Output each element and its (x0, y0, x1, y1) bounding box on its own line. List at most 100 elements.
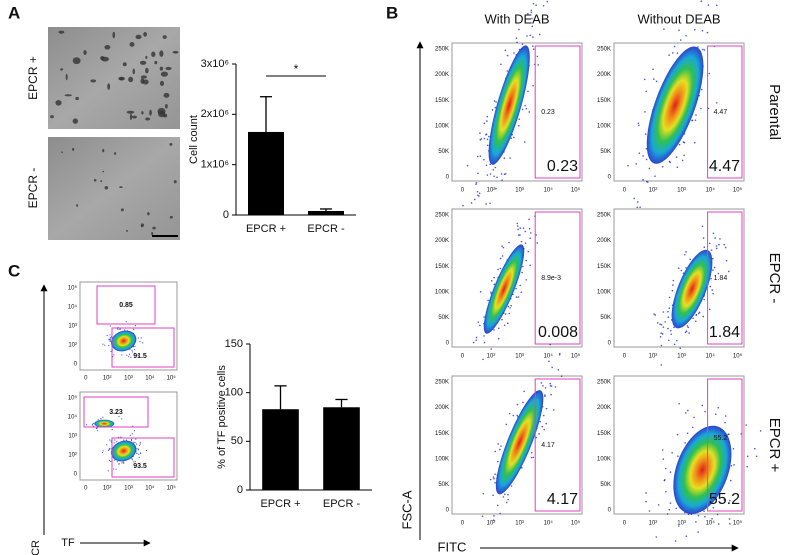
event-dot (131, 349, 133, 351)
event-dot (518, 118, 520, 120)
event-dot (130, 438, 133, 441)
event-dot (493, 515, 495, 517)
event-dot (106, 334, 108, 337)
event-dot (541, 425, 544, 428)
event-dot (134, 325, 137, 327)
event-dot (509, 157, 511, 159)
event-dot (133, 348, 136, 351)
y-tick-label: 100K (597, 289, 611, 295)
event-dot (133, 430, 136, 432)
event-dot (716, 513, 719, 516)
event-dot (108, 447, 110, 450)
event-dot (724, 246, 727, 249)
gate-value: 0.008 (538, 324, 578, 341)
event-dot (662, 311, 665, 313)
event-dot (659, 323, 661, 326)
event-dot (535, 4, 537, 6)
gate-label: 55.2 (714, 435, 728, 442)
event-dot (633, 197, 636, 200)
cell-blob (104, 186, 109, 190)
event-dot (662, 458, 665, 460)
y-tick-label: 3x10⁶ (201, 58, 229, 70)
event-dot (648, 167, 651, 170)
event-dot (503, 173, 506, 176)
event-dot (702, 315, 705, 318)
event-dot (138, 444, 141, 446)
event-dot (508, 412, 511, 415)
event-dot (708, 308, 711, 311)
event-dot (645, 492, 647, 494)
event-dot (494, 166, 497, 169)
event-dot (513, 52, 515, 54)
event-dot (109, 339, 111, 341)
y-tick-label: 150K (597, 264, 611, 270)
y-tick-label: 0 (74, 362, 78, 368)
cell-blob (165, 103, 168, 109)
event-dot (521, 271, 523, 274)
gate (83, 396, 149, 428)
y-tick-label: 200K (435, 405, 449, 411)
event-dot (121, 418, 123, 420)
x-tick-label: 10⁵ (571, 520, 581, 527)
event-dot (654, 175, 656, 177)
gate (707, 378, 743, 512)
cell-blob (102, 148, 105, 153)
event-dot (558, 354, 561, 356)
event-dot (754, 447, 756, 450)
cell-blob (128, 76, 134, 83)
y-tick-label: 250K (597, 380, 611, 386)
event-dot (730, 464, 733, 467)
event-dot (487, 299, 489, 302)
event-dot (702, 48, 704, 51)
gate-label: 0.23 (541, 109, 555, 116)
event-dot (535, 436, 538, 439)
event-dot (478, 192, 481, 195)
cell-blob (114, 152, 117, 155)
event-dot (102, 343, 104, 345)
y-tick-label: 2x10⁶ (201, 108, 229, 120)
event-dot (475, 181, 478, 184)
event-dot (130, 356, 132, 358)
density (110, 440, 137, 462)
event-dot (687, 326, 690, 329)
event-dot (137, 449, 140, 451)
event-dot (702, 237, 705, 239)
cell-blob (135, 34, 142, 40)
event-dot (128, 353, 131, 355)
x-tick-label: 0 (461, 354, 465, 360)
cell-blob (93, 178, 97, 182)
event-dot (110, 440, 112, 442)
y-tick-label: 150K (435, 431, 449, 437)
column-header: Without DEAB (637, 11, 720, 26)
event-dot (669, 161, 672, 164)
y-tick-label: 200K (597, 238, 611, 244)
event-dot (131, 459, 133, 461)
event-dot (717, 523, 720, 525)
event-dot (109, 337, 112, 339)
x-tick-label: EPCR - (323, 498, 361, 510)
event-dot (486, 144, 489, 147)
event-dot (519, 227, 522, 229)
axis-label: TF (61, 537, 75, 549)
event-dot (546, 0, 549, 3)
gate (111, 437, 175, 478)
event-dot (109, 439, 111, 441)
cell-blob (120, 208, 124, 212)
cell-blob (154, 60, 158, 65)
event-dot (652, 68, 654, 71)
event-dot (501, 318, 503, 321)
y-tick-label: 10² (68, 343, 77, 349)
event-dot (494, 473, 496, 475)
y-tick-label: 200K (597, 72, 611, 78)
event-dot (479, 324, 481, 327)
gate-value: 1.84 (709, 324, 740, 341)
event-dot (508, 312, 511, 315)
event-dot (479, 291, 482, 293)
cell-blob (83, 50, 87, 55)
plot-frame (451, 208, 583, 348)
event-dot (516, 222, 519, 225)
y-tick-label: 10⁵ (68, 285, 78, 292)
event-dot (669, 329, 672, 332)
event-dot (118, 463, 120, 465)
event-dot (479, 138, 482, 141)
